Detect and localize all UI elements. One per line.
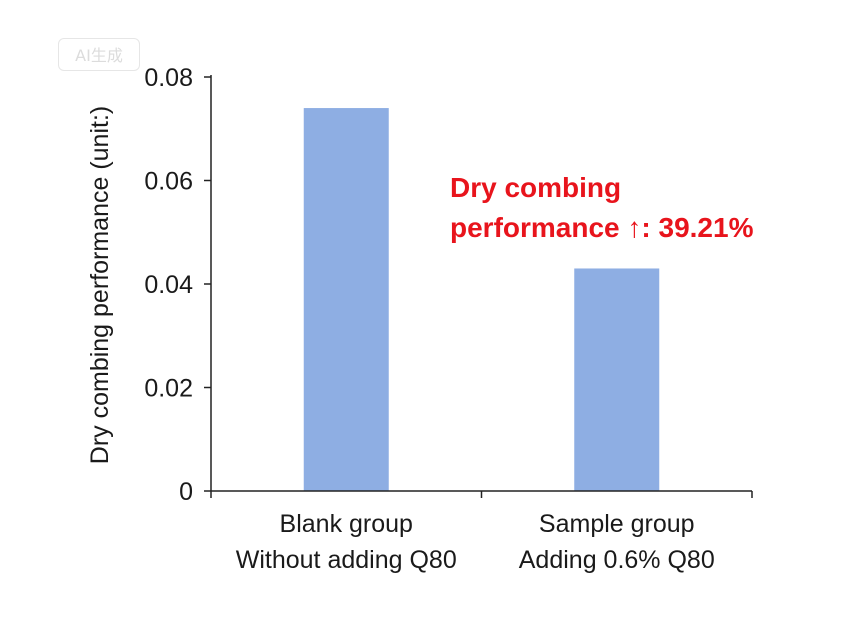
annotation-text: Dry combing performance ↑: 39.21% — [450, 172, 754, 243]
annotation-line: Dry combing — [450, 172, 621, 203]
y-tick-label: 0.04 — [144, 271, 193, 299]
x-category-label: Sample group — [539, 510, 695, 538]
x-category-label: Without adding Q80 — [236, 546, 457, 574]
axes-group — [210, 75, 753, 498]
y-ticks-group: 0 0.02 0.04 0.06 0.08 — [144, 64, 211, 506]
ai-generated-watermark: AI生成 — [58, 38, 140, 71]
x-category-label: Blank group — [280, 510, 413, 538]
y-tick-label: 0.06 — [144, 168, 193, 196]
y-tick-label: 0.08 — [144, 64, 193, 92]
y-tick-label: 0 — [179, 478, 193, 506]
annotation-line: performance ↑: 39.21% — [450, 212, 754, 243]
y-axis-label: Dry combing performance (unit:) — [86, 106, 114, 464]
bars-group — [303, 108, 660, 492]
bar — [574, 268, 660, 491]
x-category-label: Adding 0.6% Q80 — [519, 546, 715, 574]
y-tick-label: 0.02 — [144, 375, 193, 403]
x-category-labels: Blank group Without adding Q80 Sample grou… — [236, 510, 715, 574]
bar — [303, 108, 389, 492]
